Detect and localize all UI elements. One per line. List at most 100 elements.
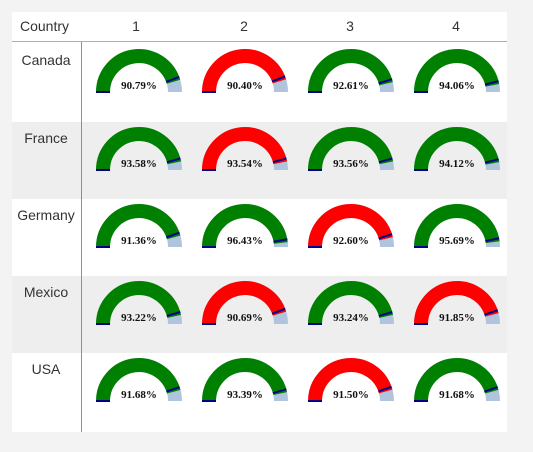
gauge-cell[interactable]: 93.54%: [200, 122, 290, 182]
gauge-value-arc: [308, 281, 394, 325]
gauge-target-marker: [273, 238, 288, 243]
gauge-chart: [202, 358, 288, 402]
table-row: France 93.58% 93.54% 93.56% 94.12%: [12, 122, 507, 199]
gauge-value-label: 93.56%: [333, 158, 369, 170]
gauge-cell[interactable]: 94.06%: [412, 44, 502, 104]
gauge-cell[interactable]: 90.69%: [200, 276, 290, 336]
gauge-chart: [96, 358, 182, 402]
gauge-value-arc: [202, 358, 288, 402]
gauge-target-marker: [165, 75, 180, 83]
gauge-cell[interactable]: 93.22%: [94, 276, 184, 336]
gauge-value-label: 91.36%: [121, 235, 157, 247]
gauge-chart: [96, 49, 182, 93]
gauge-value-arc: [308, 358, 393, 402]
gauge-chart: [202, 127, 288, 171]
column-header-3[interactable]: 3: [346, 18, 354, 34]
gauge-value-arc: [202, 281, 287, 325]
gauge-chart: [202, 281, 288, 325]
gauge-chart: [308, 204, 394, 248]
gauge-chart: [96, 204, 182, 248]
gauge-chart: [414, 281, 500, 325]
gauge-cell[interactable]: 90.40%: [200, 44, 290, 104]
gauge-cell[interactable]: 91.68%: [412, 353, 502, 413]
gauge-value-arc: [308, 204, 393, 248]
gauge-value-label: 95.69%: [439, 235, 475, 247]
column-header-4[interactable]: 4: [452, 18, 460, 34]
gauge-cell[interactable]: 91.85%: [412, 276, 502, 336]
gauge-value-label: 92.60%: [333, 235, 369, 247]
gauge-value-label: 92.61%: [333, 80, 369, 92]
gauge-cell[interactable]: 93.56%: [306, 122, 396, 182]
gauge-target-marker: [271, 75, 286, 83]
gauge-value-label: 90.69%: [227, 312, 263, 324]
gauge-value-label: 91.68%: [121, 389, 157, 401]
gauge-target-marker: [484, 386, 498, 393]
gauge-cell[interactable]: 90.79%: [94, 44, 184, 104]
gauge-cell[interactable]: 95.69%: [412, 199, 502, 259]
gauge-chart: [414, 204, 500, 248]
gauge-value-label: 93.39%: [227, 389, 263, 401]
gauge-value-label: 90.40%: [227, 80, 263, 92]
gauge-chart: [96, 127, 182, 171]
gauge-value-label: 94.06%: [439, 80, 475, 92]
row-header-country[interactable]: Germany: [17, 207, 75, 223]
gauge-target-marker: [484, 309, 499, 316]
gauge-cell[interactable]: 91.36%: [94, 199, 184, 259]
gauge-target-marker: [378, 311, 393, 317]
row-header-country[interactable]: Mexico: [23, 284, 69, 300]
gauge-matrix: Country 1 2 3 4 Canada 90.79% 90.40% 92.61%…: [12, 12, 507, 432]
gauge-target-marker: [485, 237, 500, 243]
gauge-chart: [308, 49, 394, 93]
gauge-value-arc: [96, 204, 181, 248]
row-header-country[interactable]: Canada: [21, 52, 71, 68]
gauge-value-arc: [96, 49, 181, 93]
gauge-value-arc: [96, 127, 182, 171]
gauge-value-label: 90.79%: [121, 80, 157, 92]
column-header-1[interactable]: 1: [132, 18, 140, 34]
row-header-country[interactable]: USA: [31, 361, 61, 377]
gauge-value-label: 94.12%: [439, 158, 475, 170]
gauge-cell[interactable]: 94.12%: [412, 122, 502, 182]
gauge-chart: [414, 127, 500, 171]
gauge-value-arc: [414, 281, 499, 325]
table-row: Mexico 93.22% 90.69% 93.24% 91.85%: [12, 276, 507, 353]
gauge-value-arc: [414, 204, 500, 248]
gauge-value-label: 96.43%: [227, 235, 263, 247]
gauge-value-arc: [414, 49, 500, 93]
gauge-cell[interactable]: 91.68%: [94, 353, 184, 413]
header-row: Country 1 2 3 4: [12, 12, 507, 42]
gauge-cell[interactable]: 93.58%: [94, 122, 184, 182]
gauge-target-marker: [484, 80, 499, 86]
gauge-target-marker: [272, 388, 287, 395]
column-header-2[interactable]: 2: [240, 18, 248, 34]
gauge-target-marker: [272, 157, 287, 164]
column-header-country[interactable]: Country: [20, 18, 70, 34]
gauge-value-label: 93.58%: [121, 158, 157, 170]
gauge-cell[interactable]: 96.43%: [200, 199, 290, 259]
gauge-chart: [96, 281, 182, 325]
gauge-cell[interactable]: 93.24%: [306, 276, 396, 336]
gauge-chart: [202, 49, 288, 93]
gauge-chart: [202, 204, 288, 248]
gauge-value-arc: [202, 49, 287, 93]
gauge-cell[interactable]: 91.50%: [306, 353, 396, 413]
gauge-value-arc: [308, 49, 393, 93]
gauge-target-marker: [271, 307, 286, 315]
gauge-cell[interactable]: 92.60%: [306, 199, 396, 259]
gauge-value-arc: [308, 127, 394, 171]
gauge-value-arc: [96, 281, 182, 325]
table-row: Germany 91.36% 96.43% 92.60% 95.69%: [12, 199, 507, 276]
column-divider: [81, 42, 82, 432]
gauge-target-marker: [165, 231, 180, 239]
gauge-target-marker: [378, 385, 392, 393]
gauge-value-label: 91.85%: [439, 312, 475, 324]
table-row: USA 91.68% 93.39% 91.50% 91.68%: [12, 353, 507, 430]
gauge-value-label: 91.50%: [333, 389, 369, 401]
gauge-value-label: 93.54%: [227, 158, 263, 170]
gauge-cell[interactable]: 92.61%: [306, 44, 396, 104]
gauge-target-marker: [166, 157, 181, 164]
gauge-value-label: 93.24%: [333, 312, 369, 324]
gauge-cell[interactable]: 93.39%: [200, 353, 290, 413]
row-header-country[interactable]: France: [24, 130, 68, 146]
gauge-value-arc: [414, 358, 499, 402]
